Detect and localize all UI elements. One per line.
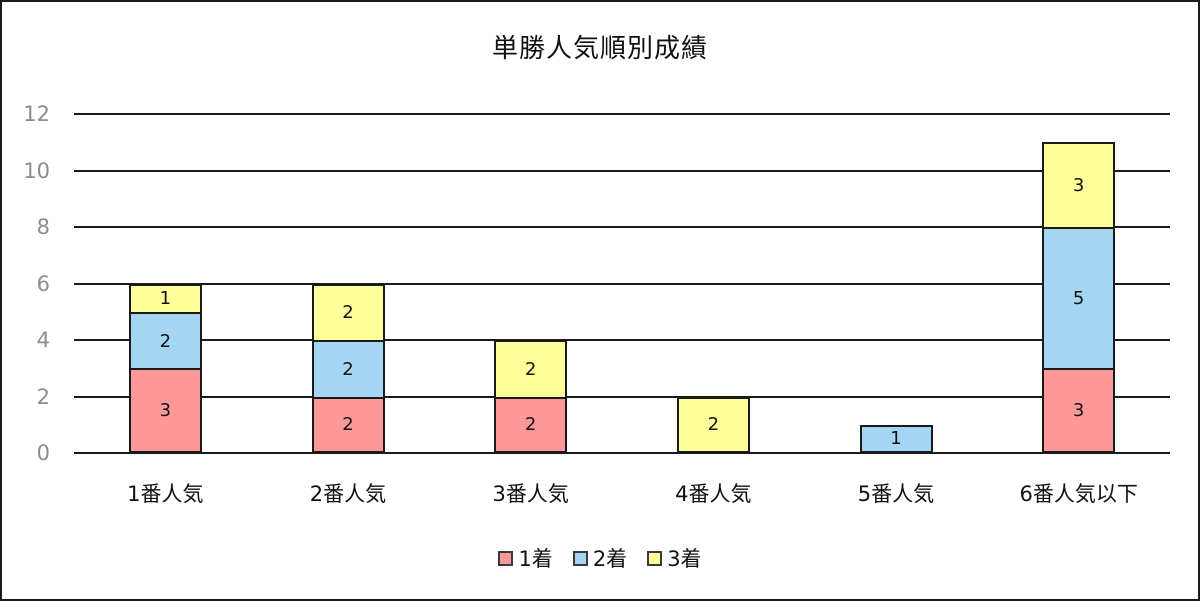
legend-swatch-icon [572,550,588,566]
legend-label: 2着 [592,547,628,571]
bar-segment: 5 [1042,227,1116,371]
gridline [74,282,1170,285]
bar-segment: 3 [128,368,202,453]
legend-swatch-icon [498,550,514,566]
bar-segment: 3 [1042,368,1116,453]
bar: 2 [676,114,750,453]
gridline [74,226,1170,228]
gridline [74,339,1170,341]
legend-item: 1着 [498,543,553,573]
bar-segment: 1 [859,424,933,453]
y-axis-tick-label: 10 [23,158,50,183]
bar-value-label: 2 [342,302,354,324]
bar-value-label: 2 [707,414,720,436]
legend: 1着 2着 3着 [2,543,1198,573]
x-axis-label: 6番人気以下 [1019,482,1138,506]
bar-value-label: 3 [1072,175,1085,197]
legend-item: 2着 [572,543,628,573]
x-axis-label: 4番人気 [675,482,752,506]
y-axis-tick-label: 2 [36,384,50,409]
bar-value-label: 2 [524,414,537,436]
legend-label: 1着 [518,547,553,571]
bar: 1 [859,114,933,453]
bar-segment: 1 [128,283,202,314]
bar: 3 2 1 [128,114,202,453]
bar-value-label: 5 [1072,288,1085,310]
y-axis-tick-label: 12 [23,102,50,126]
bar: 3 5 3 [1042,114,1116,453]
bar-value-label: 2 [159,330,172,352]
chart-title: 単勝人気順別成績 [491,34,708,64]
legend-swatch-icon [647,550,663,566]
legend-label: 3着 [667,547,702,571]
x-axis-label: 3番人気 [492,482,569,506]
bar-segment: 2 [494,396,568,453]
bar-value-label: 2 [342,358,354,380]
bar-segment: 2 [311,396,385,453]
bar-segment: 2 [128,311,202,371]
bar-value-label: 3 [1072,400,1085,422]
y-axis-tick-label: 0 [36,441,50,465]
bar-value-label: 3 [159,400,172,422]
x-axis-label: 1番人気 [127,482,204,506]
bar-value-label: 1 [890,428,902,450]
x-axis-label: 5番人気 [857,482,935,506]
y-axis-tick-label: 4 [36,328,50,352]
bar-segment: 3 [1042,142,1116,229]
bar-segment: 2 [311,340,385,399]
gridline [74,113,1170,115]
bar-segment: 2 [676,396,750,453]
bar-segment: 2 [494,340,568,399]
bar-segment: 2 [311,283,385,342]
bar: 2 2 2 [311,114,385,453]
y-axis-tick-label: 6 [36,271,50,296]
bar-value-label: 2 [524,358,537,380]
legend-item: 3着 [647,543,702,573]
y-axis-tick-label: 8 [36,215,50,239]
bar-value-label: 1 [159,288,172,310]
bar-value-label: 2 [342,414,354,436]
gridline [74,169,1170,172]
gridline [74,395,1170,398]
gridline [74,452,1170,454]
x-axis-label: 2番人気 [309,482,387,506]
